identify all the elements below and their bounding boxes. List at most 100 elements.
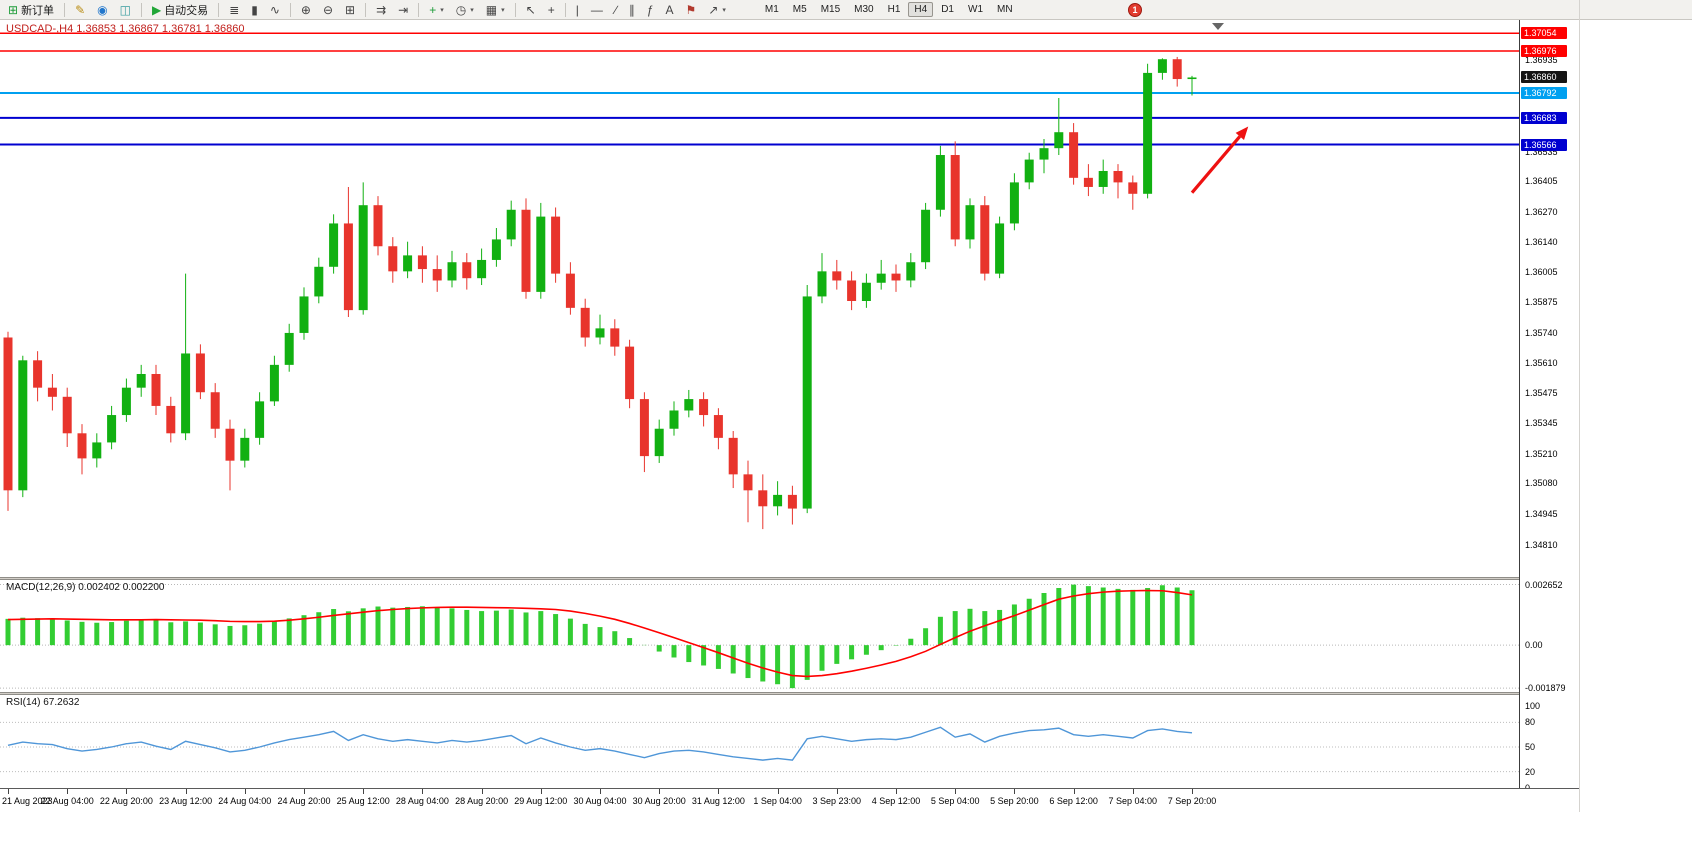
- channel-button[interactable]: ∥: [624, 0, 640, 19]
- time-label: 22 Aug 20:00: [99, 796, 153, 806]
- zoom-out-icon: ⊖: [322, 2, 334, 17]
- time-label: 7 Sep 20:00: [1167, 796, 1217, 806]
- templates-button[interactable]: ▦ ▾: [481, 0, 510, 19]
- line-chart-button[interactable]: ∿: [265, 0, 285, 19]
- rsi-chart: [0, 721, 1519, 773]
- panel-separator[interactable]: [0, 577, 1579, 580]
- timeframe-m1[interactable]: M1: [764, 4, 779, 15]
- auto-trading-button-label: 自动交易: [164, 4, 209, 17]
- panel-separator[interactable]: [0, 692, 1579, 695]
- arrows-button[interactable]: ↗ ▾: [703, 0, 731, 19]
- auto-scroll-button[interactable]: ⇉: [371, 0, 391, 19]
- text-button[interactable]: A: [661, 0, 679, 19]
- horizontal-line-button[interactable]: ―: [586, 0, 608, 19]
- time-tick: [185, 789, 187, 794]
- toolbar-separator: [140, 2, 142, 17]
- price-tick-label: 1.35080: [1525, 478, 1558, 489]
- zoom-in-button[interactable]: ⊕: [296, 0, 316, 19]
- trendline-button[interactable]: ∕: [610, 0, 622, 19]
- candlestick-chart: [0, 23, 1519, 530]
- price-line-badge: 1.36792: [1521, 86, 1567, 99]
- navigator-icon: ◫: [119, 2, 131, 17]
- time-tick: [1132, 789, 1134, 794]
- time-label: 30 Aug 04:00: [573, 796, 627, 806]
- toolbar-separator: [218, 2, 220, 17]
- price-axis[interactable]: 1.36935 1.36535 1.36405 1.36270 1.36140 1.360…: [1519, 20, 1579, 793]
- timeframe-mn[interactable]: MN: [997, 4, 1013, 15]
- time-tick: [659, 789, 661, 794]
- notification-badge[interactable]: 1: [1128, 3, 1142, 17]
- price-tick-label: 1.34945: [1525, 509, 1558, 520]
- crosshair-button[interactable]: +: [543, 0, 560, 19]
- macd-panel[interactable]: [0, 580, 1519, 692]
- candlestick-button[interactable]: ▮: [246, 0, 263, 19]
- clock-icon: ◷: [455, 2, 467, 17]
- auto-scroll-icon: ⇉: [376, 2, 387, 17]
- time-tick: [955, 789, 957, 794]
- price-tick-label: 1.36270: [1525, 207, 1558, 218]
- price-line-badge: 1.36976: [1521, 45, 1567, 57]
- chart-shift-marker: [1212, 23, 1224, 30]
- toolbar-separator: [289, 2, 291, 17]
- macd-label: MACD(12,26,9) 0.002402 0.002200: [6, 582, 165, 593]
- time-label: 28 Aug 20:00: [455, 796, 509, 806]
- time-label: 24 Aug 20:00: [277, 796, 331, 806]
- timeframe-h4[interactable]: H4: [908, 2, 934, 17]
- time-tick: [777, 789, 779, 794]
- price-tick-label: 1.35345: [1525, 418, 1558, 429]
- time-label: 22 Aug 04:00: [40, 796, 94, 806]
- timeframe-h1[interactable]: H1: [887, 4, 901, 15]
- dropdown-caret-icon: ▾: [470, 6, 474, 14]
- macd-signal-line: [7, 589, 1193, 678]
- toolbar-separator: [564, 2, 566, 17]
- auto-trading-button[interactable]: ▶ 自动交易: [147, 0, 213, 19]
- arrow-objects-icon: ↗: [708, 2, 719, 17]
- rsi-axis-label: 80: [1525, 717, 1536, 728]
- metaeditor-button[interactable]: ✎: [70, 0, 90, 19]
- periods-button[interactable]: ◷ ▾: [451, 0, 479, 19]
- time-tick: [422, 789, 424, 794]
- rsi-panel[interactable]: [0, 695, 1519, 788]
- price-tick-label: 1.35740: [1525, 327, 1558, 338]
- toolbar-separator: [64, 2, 66, 17]
- window-right-edge: [1579, 0, 1580, 812]
- time-label: 6 Sep 12:00: [1049, 796, 1098, 806]
- timeframe-toolbar: M1 M5 M15 M30 H1 H4 D1 W1 MN: [758, 2, 1020, 17]
- vertical-line-button[interactable]: |: [571, 0, 584, 19]
- rsi-axis-label: 100: [1525, 701, 1541, 711]
- bid-price-badge: 1.36860: [1521, 71, 1567, 84]
- template-icon: ▦: [485, 2, 498, 17]
- price-tick-label: 1.36935: [1525, 55, 1558, 66]
- fibonacci-icon: ƒ: [646, 2, 654, 17]
- tile-windows-button[interactable]: ⊞: [340, 0, 360, 19]
- timeframe-w1[interactable]: W1: [968, 4, 983, 15]
- trend-arrow-annotation[interactable]: [1190, 126, 1249, 194]
- new-order-button[interactable]: ⊞ 新订单: [3, 0, 59, 19]
- zoom-out-button[interactable]: ⊖: [318, 0, 338, 19]
- dropdown-caret-icon: ▾: [440, 6, 444, 14]
- price-tick-label: 1.36140: [1525, 236, 1558, 247]
- time-tick: [1014, 789, 1016, 794]
- time-axis[interactable]: 21 Aug 2023 22 Aug 04:00 22 Aug 20:00 23 Au…: [0, 788, 1579, 812]
- timeframe-d1[interactable]: D1: [941, 4, 954, 15]
- new-order-icon: ⊞: [8, 2, 19, 17]
- navigator-button[interactable]: ◫: [115, 0, 136, 19]
- bar-chart-button[interactable]: ≣: [224, 0, 244, 19]
- label-icon: ⚑: [685, 2, 697, 17]
- timeframe-m30[interactable]: M30: [854, 4, 874, 15]
- indicators-button[interactable]: + ▾: [424, 0, 449, 19]
- fibonacci-button[interactable]: ƒ: [642, 0, 659, 19]
- market-watch-button[interactable]: ◉: [92, 0, 112, 19]
- chart-shift-button[interactable]: ⇥: [393, 0, 413, 19]
- main-chart-panel[interactable]: [0, 20, 1519, 577]
- price-line-badge: 1.36683: [1521, 111, 1567, 124]
- timeframe-m15[interactable]: M15: [820, 4, 841, 15]
- label-button[interactable]: ⚑: [681, 0, 702, 19]
- time-tick: [1073, 789, 1075, 794]
- cursor-button[interactable]: ↖: [521, 0, 541, 19]
- time-tick: [1192, 789, 1193, 794]
- rsi-line: [7, 726, 1193, 761]
- timeframe-m5[interactable]: M5: [792, 4, 807, 15]
- crosshair-icon: +: [547, 2, 555, 17]
- new-order-button-label: 新订单: [21, 4, 55, 17]
